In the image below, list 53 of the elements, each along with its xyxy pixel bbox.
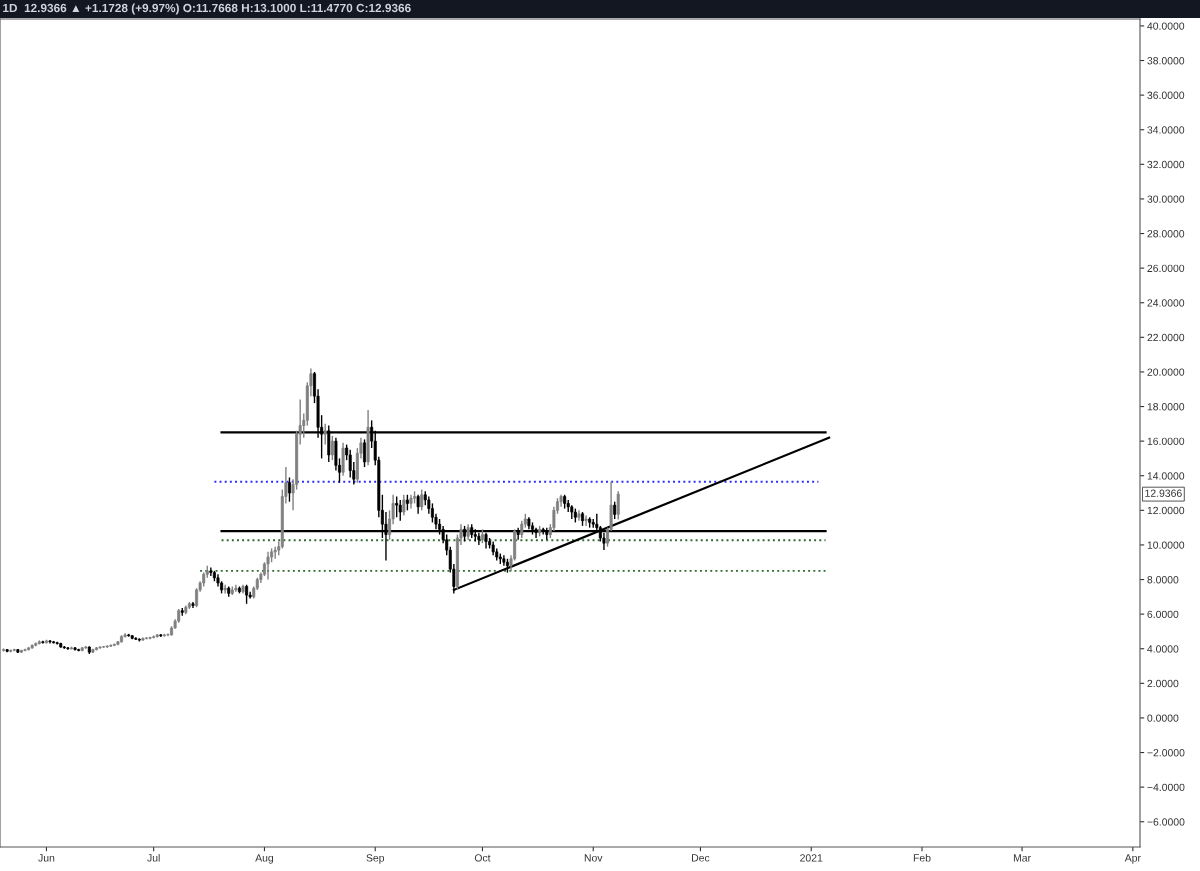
text: 12.9366 xyxy=(1145,489,1182,497)
x-tick-label: Oct xyxy=(474,854,491,862)
y-tick-label: −2.0000 xyxy=(1147,749,1185,757)
candlestick xyxy=(273,545,277,560)
y-tick-label: 2.0000 xyxy=(1147,679,1179,688)
y-tick-label: 4.0000 xyxy=(1147,645,1179,653)
y-tick-label: 14.0000 xyxy=(1147,472,1185,480)
y-tick-label: 6.0000 xyxy=(1147,610,1179,619)
candlestick xyxy=(120,634,123,644)
y-tick-label: 26.0000 xyxy=(1147,264,1185,272)
y-tick-label: 38.0000 xyxy=(1147,57,1185,65)
y-tick-label: 40.0000 xyxy=(1147,22,1185,30)
candlestick xyxy=(395,495,399,518)
candlestick xyxy=(581,511,584,527)
y-tick-label: 0.0000 xyxy=(1147,714,1179,722)
x-tick-label: Dec xyxy=(692,854,710,862)
y-tick-label: 12.0000 xyxy=(1147,506,1185,515)
y-tick-label: 16.0000 xyxy=(1147,437,1185,446)
candlestick xyxy=(402,494,406,517)
candlestick xyxy=(584,514,588,527)
y-tick-label: 20.0000 xyxy=(1147,368,1185,376)
y-tick-label: 10.0000 xyxy=(1147,541,1185,549)
candlestick xyxy=(287,476,291,503)
y-tick-label: 24.0000 xyxy=(1147,299,1185,307)
candlestick xyxy=(95,646,98,652)
chart-title: 1D 12.9366 ▲ +1.1728 (+9.97%) O:11.7668 H:13.1000 L:11.4770 C:12.9366 xyxy=(3,3,411,15)
y-tick-label: 36.0000 xyxy=(1147,91,1185,99)
x-tick-label: Jul xyxy=(147,853,160,862)
y-tick-label: 18.0000 xyxy=(1147,403,1185,411)
candlestick xyxy=(330,435,334,461)
x-tick-label: Jun xyxy=(38,854,55,862)
y-tick-label: 22.0000 xyxy=(1147,333,1185,342)
candlestick xyxy=(266,551,270,581)
y-tick-label: 8.0000 xyxy=(1147,576,1179,584)
y-tick-label: −6.0000 xyxy=(1147,818,1185,826)
y-tick-label: −4.0000 xyxy=(1147,783,1185,792)
x-tick-label: Feb xyxy=(913,853,931,862)
y-tick-label: 34.0000 xyxy=(1147,126,1185,134)
y-tick-label: 28.0000 xyxy=(1147,230,1185,238)
x-tick-label: Mar xyxy=(1013,854,1031,862)
x-tick-label: Sep xyxy=(366,854,385,864)
y-tick-label: 32.0000 xyxy=(1147,160,1185,169)
candlestick xyxy=(363,438,367,468)
y-tick-label: 30.0000 xyxy=(1147,195,1185,203)
x-tick-label: Apr xyxy=(1124,854,1141,864)
candlestick xyxy=(209,566,213,577)
candlestick xyxy=(398,499,402,522)
candlestick xyxy=(416,494,420,515)
candlestick xyxy=(616,490,620,521)
candlestick xyxy=(323,423,327,446)
x-tick-label: Aug xyxy=(255,854,274,864)
x-tick-label: 2021 xyxy=(800,854,823,862)
x-tick-label: Nov xyxy=(584,854,603,862)
